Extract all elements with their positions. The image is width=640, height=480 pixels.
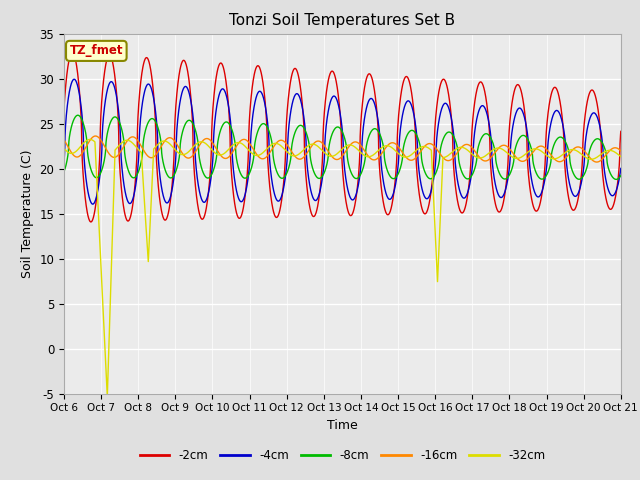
-2cm: [406, 83, 414, 88]
-2cm: [593, 99, 601, 105]
-4cm: [593, 113, 601, 119]
-4cm: [212, 106, 220, 112]
-4cm: [508, 129, 516, 134]
Text: TZ_fmet: TZ_fmet: [70, 44, 123, 58]
-8cm: [74, 112, 82, 118]
-8cm: [212, 157, 220, 163]
-2cm: [212, 73, 220, 79]
-16cm: [508, 149, 516, 155]
-32cm: [617, 154, 625, 159]
-4cm: [89, 201, 97, 207]
Line: -2cm: -2cm: [64, 52, 621, 222]
-32cm: [348, 143, 356, 148]
-16cm: [164, 135, 172, 141]
-2cm: [68, 49, 76, 55]
-4cm: [164, 199, 172, 205]
-16cm: [593, 159, 601, 165]
X-axis label: Time: Time: [327, 419, 358, 432]
-32cm: [104, 394, 111, 399]
Line: -32cm: -32cm: [64, 140, 621, 396]
Title: Tonzi Soil Temperatures Set B: Tonzi Soil Temperatures Set B: [229, 13, 456, 28]
-32cm: [212, 151, 220, 157]
-2cm: [617, 129, 625, 134]
-8cm: [593, 136, 600, 142]
-4cm: [60, 159, 68, 165]
-2cm: [348, 212, 356, 217]
-32cm: [60, 145, 68, 151]
Line: -8cm: -8cm: [64, 115, 621, 180]
-8cm: [164, 173, 172, 179]
-4cm: [70, 76, 78, 82]
Line: -16cm: -16cm: [64, 136, 621, 162]
-4cm: [617, 166, 625, 171]
-32cm: [86, 137, 93, 143]
-2cm: [164, 211, 172, 217]
-32cm: [508, 154, 516, 160]
-2cm: [508, 100, 516, 106]
-8cm: [348, 171, 356, 177]
-8cm: [612, 177, 620, 182]
-8cm: [60, 169, 68, 175]
-16cm: [212, 145, 220, 151]
-2cm: [60, 106, 68, 112]
-8cm: [508, 167, 516, 172]
-32cm: [593, 155, 601, 160]
-8cm: [406, 128, 414, 134]
-32cm: [406, 153, 414, 158]
-16cm: [593, 159, 600, 165]
Line: -4cm: -4cm: [64, 79, 621, 204]
-16cm: [60, 137, 68, 143]
-16cm: [92, 133, 99, 139]
-16cm: [348, 141, 356, 146]
-16cm: [406, 157, 414, 163]
-32cm: [164, 140, 172, 145]
-4cm: [406, 100, 414, 106]
-2cm: [87, 219, 95, 225]
Legend: -2cm, -4cm, -8cm, -16cm, -32cm: -2cm, -4cm, -8cm, -16cm, -32cm: [135, 444, 550, 467]
-16cm: [617, 148, 625, 154]
-8cm: [617, 173, 625, 179]
-4cm: [348, 197, 356, 203]
Y-axis label: Soil Temperature (C): Soil Temperature (C): [21, 149, 34, 278]
